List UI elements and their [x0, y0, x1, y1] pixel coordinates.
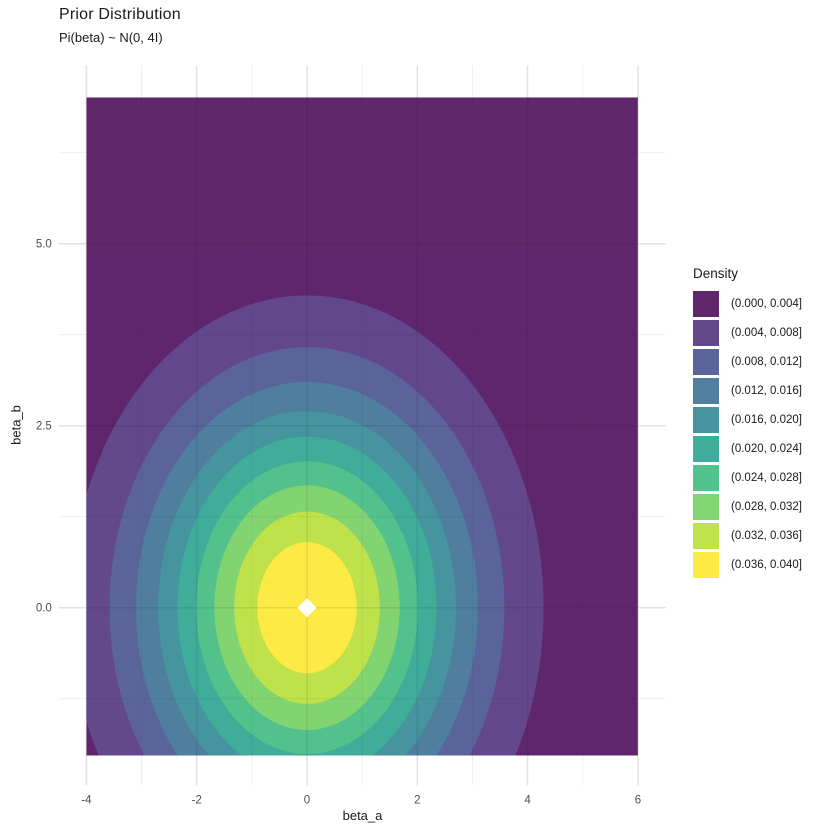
y-tick-label: 0.0: [36, 603, 52, 615]
contour-fill: [86, 97, 638, 756]
y-axis-title: beta_b: [8, 405, 24, 445]
center-point-diamond-icon: [297, 598, 317, 618]
x-tick-label: 4: [524, 794, 531, 806]
legend-item: (0.032, 0.036]: [693, 523, 838, 549]
legend-swatch-icon: [693, 407, 719, 433]
y-tick-label: 2.5: [36, 421, 52, 433]
x-tick-label: -2: [192, 794, 202, 806]
legend-swatch-icon: [693, 320, 719, 346]
legend-item: (0.008, 0.012]: [693, 349, 838, 375]
legend-swatch-icon: [693, 494, 719, 520]
legend-swatch-icon: [693, 523, 719, 549]
x-tick-label: 2: [414, 794, 420, 806]
legend-item: (0.028, 0.032]: [693, 494, 838, 520]
plot-subtitle: Pi(beta) ~ N(0, 4I): [59, 30, 163, 45]
legend-item: (0.020, 0.024]: [693, 436, 838, 462]
y-tick-label: 5.0: [36, 239, 52, 251]
plot-title: Prior Distribution: [59, 6, 181, 23]
x-axis-title: beta_a: [342, 808, 383, 823]
legend-label: (0.036, 0.040]: [731, 559, 802, 571]
x-tick-label: 6: [635, 794, 641, 806]
legend-item: (0.000, 0.004]: [693, 291, 838, 317]
legend-label: (0.020, 0.024]: [731, 443, 802, 455]
legend-swatch-icon: [693, 291, 719, 317]
legend-label: (0.024, 0.028]: [731, 472, 802, 484]
legend: Density (0.000, 0.004] (0.004, 0.008] (0…: [693, 266, 838, 581]
legend-swatch-icon: [693, 349, 719, 375]
legend-swatch-icon: [693, 378, 719, 404]
legend-item: (0.004, 0.008]: [693, 320, 838, 346]
legend-label: (0.012, 0.016]: [731, 385, 802, 397]
legend-item: (0.036, 0.040]: [693, 552, 838, 578]
legend-item: (0.024, 0.028]: [693, 465, 838, 491]
legend-swatch-icon: [693, 465, 719, 491]
legend-title: Density: [693, 266, 739, 281]
legend-label: (0.000, 0.004]: [731, 298, 802, 310]
panel-grid-overlay: [86, 97, 638, 756]
legend-item: (0.016, 0.020]: [693, 407, 838, 433]
legend-item: (0.012, 0.016]: [693, 378, 838, 404]
legend-label: (0.004, 0.008]: [731, 327, 802, 339]
x-tick-label: 0: [304, 794, 310, 806]
legend-swatch-icon: [693, 552, 719, 578]
legend-label: (0.016, 0.020]: [731, 414, 802, 426]
legend-label: (0.008, 0.012]: [731, 356, 802, 368]
legend-swatch-icon: [693, 436, 719, 462]
x-tick-label: -4: [81, 794, 92, 806]
legend-label: (0.032, 0.036]: [731, 530, 802, 542]
legend-label: (0.028, 0.032]: [731, 501, 802, 513]
